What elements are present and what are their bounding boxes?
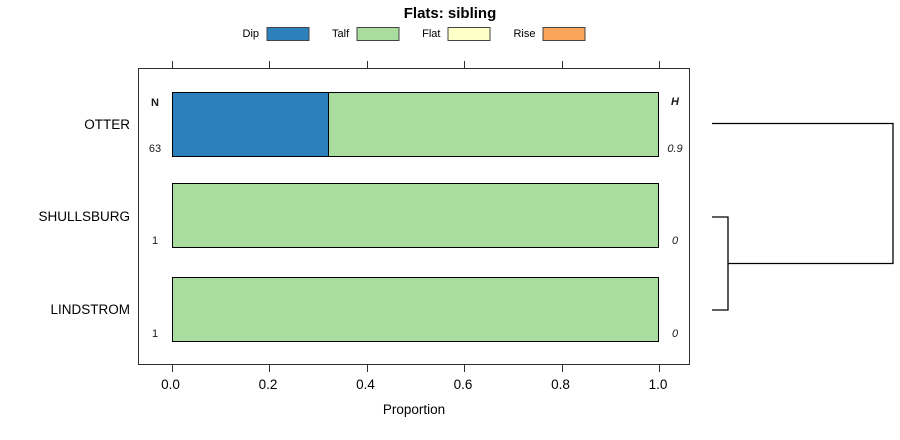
axis-tick <box>464 365 466 373</box>
legend-label-rise: Rise <box>513 28 536 40</box>
row-label-shullsburg: SHULLSBURG <box>38 209 130 224</box>
axis-tick <box>171 60 173 68</box>
axis-tick <box>561 60 563 68</box>
h-value-shullsburg: 0 <box>671 234 679 247</box>
h-column-header: H <box>671 96 679 108</box>
n-column-header: N <box>151 97 159 109</box>
row-label-lindstrom: LINDSTROM <box>50 302 130 317</box>
legend: Dip Talf Flat Rise <box>243 27 586 41</box>
bar-shullsburg <box>171 183 659 249</box>
x-tick-label: 1.0 <box>648 377 668 392</box>
legend-item-dip: Dip <box>243 27 310 41</box>
row-label-otter: OTTER <box>84 116 130 132</box>
x-tick-label: 0.0 <box>161 377 180 392</box>
legend-label-flat: Flat <box>422 28 441 40</box>
legend-label-dip: Dip <box>242 28 260 40</box>
bar-segment-talf <box>172 278 658 342</box>
axis-tick <box>561 365 563 373</box>
axis-tick <box>659 365 661 373</box>
chart-title: Flats: sibling <box>403 5 497 22</box>
x-axis: 0.0 0.2 0.4 0.6 0.8 1.0 <box>0 377 900 393</box>
axis-tick <box>269 60 271 68</box>
axis-tick <box>171 365 173 373</box>
legend-item-talf: Talf <box>332 27 400 41</box>
talf-swatch <box>356 27 400 41</box>
plot-area: N H 63 1 1 0.9 0 0 <box>138 60 690 373</box>
flat-swatch <box>447 27 491 41</box>
h-value-lindstrom: 0 <box>671 327 679 340</box>
bar-segment-talf <box>172 184 658 248</box>
dendrogram <box>712 122 894 311</box>
n-value-lindstrom: 1 <box>151 327 159 340</box>
x-tick-label: 0.8 <box>551 377 570 392</box>
legend-item-rise: Rise <box>513 27 586 41</box>
axis-tick <box>366 365 368 373</box>
legend-item-flat: Flat <box>422 27 491 41</box>
n-value-shullsburg: 1 <box>151 234 159 247</box>
x-tick-label: 0.6 <box>453 377 473 392</box>
axis-tick <box>366 60 368 68</box>
rise-swatch <box>542 27 586 41</box>
bar-segment-talf <box>327 92 658 156</box>
axis-tick <box>464 60 466 68</box>
axis-tick <box>269 365 271 373</box>
legend-label-talf: Talf <box>332 28 350 40</box>
dip-swatch <box>266 27 310 41</box>
bar-otter <box>171 91 659 157</box>
axis-tick <box>659 60 661 68</box>
bar-segment-dip <box>172 92 328 156</box>
x-tick-label: 0.2 <box>258 377 278 392</box>
x-axis-title: Proportion <box>382 402 446 417</box>
bar-lindstrom <box>171 277 659 343</box>
h-value-otter: 0.9 <box>667 143 683 155</box>
x-tick-label: 0.4 <box>356 377 375 392</box>
n-value-otter: 63 <box>148 143 162 155</box>
